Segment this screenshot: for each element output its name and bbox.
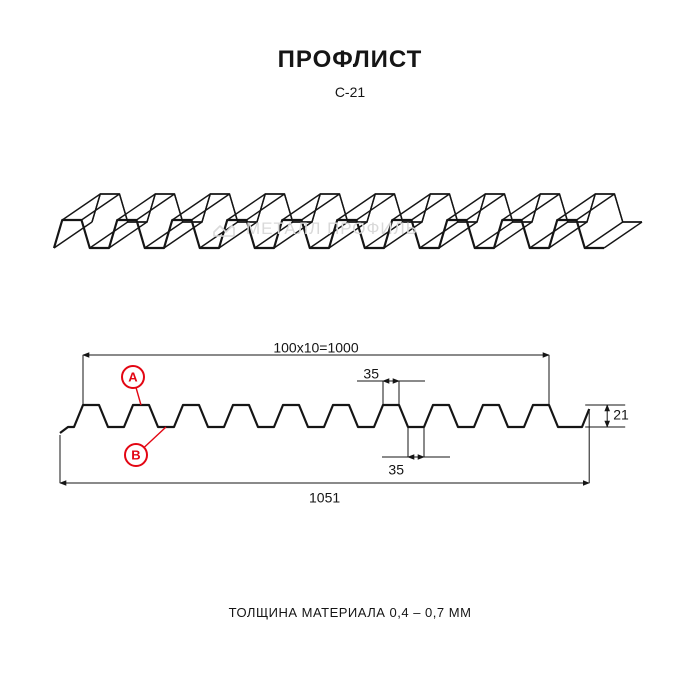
page-title: ПРОФЛИСТ — [0, 46, 700, 74]
dimensioned-profile-drawing: 100х10=1000 1051 35 35 21 A B — [26, 335, 674, 525]
svg-text:35: 35 — [388, 462, 404, 478]
svg-text:100х10=1000: 100х10=1000 — [273, 340, 358, 356]
svg-text:35: 35 — [363, 366, 379, 382]
svg-text:1051: 1051 — [309, 490, 340, 506]
svg-text:A: A — [128, 370, 138, 385]
isometric-wave-drawing — [26, 132, 674, 292]
svg-text:21: 21 — [613, 407, 629, 423]
page-subtitle: С-21 — [0, 84, 700, 100]
svg-text:B: B — [131, 448, 140, 463]
footer-text: ТОЛЩИНА МАТЕРИАЛА 0,4 – 0,7 ММ — [0, 605, 700, 620]
